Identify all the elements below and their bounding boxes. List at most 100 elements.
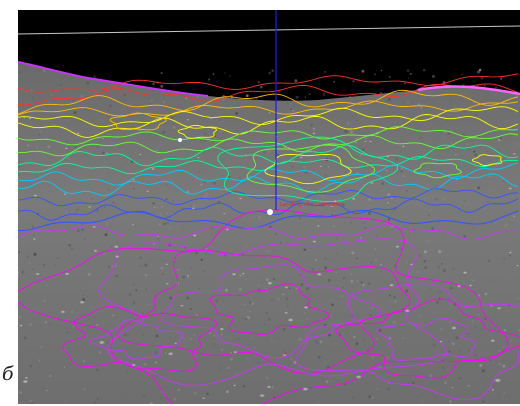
surface-speck xyxy=(267,317,271,321)
surface-speck xyxy=(286,222,287,224)
surface-speck xyxy=(351,251,355,255)
surface-speck xyxy=(359,153,363,157)
surface-speck xyxy=(269,338,273,342)
surface-speck xyxy=(432,197,435,199)
surface-speck xyxy=(306,318,308,320)
surface-speck xyxy=(170,116,174,120)
surface-speck xyxy=(23,401,25,403)
surface-speck xyxy=(82,359,86,363)
surface-speck xyxy=(356,257,359,260)
surface-speck xyxy=(419,314,421,316)
crater xyxy=(75,132,81,135)
surface-speck xyxy=(499,137,502,140)
surface-speck xyxy=(211,234,213,236)
surface-speck xyxy=(444,228,447,231)
surface-speck xyxy=(65,223,69,226)
overlay-annotation-label: Landing site · elevation xyxy=(280,202,345,208)
surface-speck xyxy=(378,125,380,127)
surface-speck xyxy=(358,144,362,148)
surface-speck xyxy=(209,140,211,142)
surface-speck xyxy=(494,221,498,224)
surface-speck xyxy=(322,194,325,197)
surface-speck xyxy=(162,131,166,134)
surface-speck xyxy=(72,342,75,345)
contour-lines xyxy=(18,73,520,404)
surface-speck xyxy=(396,318,398,320)
surface-speck xyxy=(43,263,45,266)
surface-speck xyxy=(199,170,201,173)
surface-speck xyxy=(342,276,346,280)
surface-speck xyxy=(306,287,309,290)
contour-line xyxy=(246,144,376,193)
surface-speck xyxy=(261,105,263,108)
surface-speck xyxy=(107,188,110,191)
surface-speck xyxy=(409,72,412,76)
surface-speck xyxy=(476,142,478,144)
surface-speck xyxy=(259,101,261,103)
surface-speck xyxy=(487,150,489,152)
surface-speck xyxy=(425,212,426,214)
surface-speck xyxy=(428,214,430,216)
contour-line xyxy=(18,156,519,175)
surface-speck xyxy=(228,242,230,244)
surface-speck xyxy=(480,76,484,80)
surface-speck xyxy=(314,259,317,262)
surface-speck xyxy=(498,362,502,366)
surface-speck xyxy=(83,388,86,390)
surface-speck xyxy=(203,194,207,198)
crater xyxy=(23,376,29,380)
contour-line xyxy=(335,298,520,379)
surface-speck xyxy=(47,100,49,102)
surface-speck xyxy=(198,288,202,292)
surface-speck xyxy=(371,396,374,400)
contour-line xyxy=(18,224,519,240)
surface-speck xyxy=(443,237,445,239)
surface-speck xyxy=(326,365,330,369)
surface-speck xyxy=(375,387,378,391)
surface-speck xyxy=(26,255,30,258)
craters xyxy=(18,109,520,400)
surface-speck xyxy=(334,386,336,388)
contour-line xyxy=(413,162,462,179)
surface-speck xyxy=(435,197,439,201)
surface-speck xyxy=(362,283,365,287)
crater xyxy=(299,155,304,159)
surface-speck xyxy=(18,165,21,168)
surface-speck xyxy=(500,77,503,80)
surface-speck xyxy=(450,101,453,104)
surface-speck xyxy=(366,293,369,296)
surface-speck xyxy=(280,241,282,244)
surface-speck xyxy=(63,280,65,283)
contour-line xyxy=(18,144,519,167)
terrain-scene[interactable]: Landing site · elevation xyxy=(18,10,520,404)
3d-terrain-viewport[interactable]: Landing site · elevation xyxy=(18,10,520,404)
crater xyxy=(266,280,274,286)
surface-speck xyxy=(271,69,274,72)
landing-site-marker[interactable] xyxy=(267,209,273,215)
surface-speck xyxy=(217,296,219,298)
contour-line xyxy=(18,188,518,207)
surface-speck xyxy=(310,286,312,288)
surface-speck xyxy=(438,250,442,254)
crater xyxy=(97,339,107,346)
surface-speck xyxy=(65,82,67,84)
surface-speck xyxy=(66,331,69,334)
surface-speck xyxy=(163,401,165,403)
surface-speck xyxy=(354,141,358,144)
surface-speck xyxy=(96,397,99,400)
surface-speck xyxy=(263,151,267,154)
surface-speck xyxy=(356,293,358,296)
surface-speck xyxy=(258,401,260,403)
surface-speck xyxy=(254,388,256,391)
surface-speck xyxy=(95,368,97,370)
surface-speck xyxy=(449,321,452,324)
surface-speck xyxy=(468,349,471,352)
horizon-reference-line xyxy=(18,25,520,35)
surface-speck xyxy=(360,281,363,284)
surface-speck xyxy=(193,391,197,395)
surface-speck xyxy=(18,172,20,176)
surface-speck xyxy=(350,280,354,283)
surface-speck xyxy=(221,120,223,122)
surface-speck xyxy=(76,229,80,233)
surface-speck xyxy=(296,158,299,160)
